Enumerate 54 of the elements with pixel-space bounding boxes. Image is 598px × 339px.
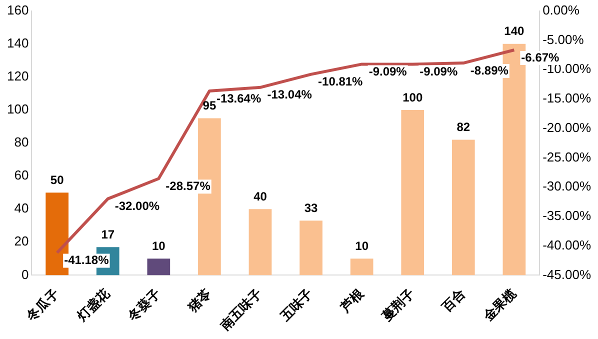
bar [401,110,424,276]
y-tick-label: 160 [6,2,29,18]
data-label: -41.18% [64,253,110,268]
bar [248,209,272,276]
y-tick-label: 60 [14,168,29,183]
data-label: -9.09% [420,64,458,79]
data-label: 95 [202,98,216,113]
data-label: -13.04% [267,88,312,102]
y2-tick-label: -25.00% [542,149,592,164]
data-label: 82 [456,120,470,134]
data-label: -6.67% [521,50,560,64]
x-tick-label: 金果榄 [480,284,520,324]
y2-tick-label: -30.00% [542,178,592,194]
y2-tick-label: -15.00% [542,90,592,106]
data-label: 140 [504,24,525,38]
bar [350,258,374,276]
y-tick-label: 20 [14,234,29,249]
data-label: 17 [101,227,115,242]
bar [300,220,322,276]
data-label: 100 [402,90,423,104]
data-label: -32.00% [114,199,160,214]
bar [452,140,475,276]
x-tick-label: 猪苓 [184,286,214,316]
y-tick-label: 80 [14,134,29,150]
y-tick-label: 40 [14,200,29,216]
y2-tick-label: -40.00% [542,237,592,252]
bar [147,258,170,276]
y-tick-label: 100 [6,102,29,117]
x-tick-label: 南五味子 [216,286,265,334]
x-tick-label: 百合 [438,286,468,316]
data-label: -9.09% [368,64,408,79]
data-label: 10 [355,238,369,253]
y2-tick-label: -20.00% [542,120,592,135]
y2-tick-label: -5.00% [542,32,584,47]
data-label: 10 [152,238,166,253]
x-tick-label: 灯盏花 [73,284,114,324]
y2-tick-label: -45.00% [542,266,592,282]
x-tick-label: 冬葵子 [124,286,164,324]
data-label: -8.89% [470,63,509,78]
data-label: 50 [50,172,64,187]
data-label: -28.57% [166,178,211,193]
x-tick-label: 蔓荆子 [378,286,418,324]
data-label: -10.81% [318,74,364,89]
data-label: 33 [304,200,318,215]
y-tick-label: 140 [6,35,29,50]
y-tick-label: 120 [6,68,29,84]
x-tick-label: 冬瓜子 [22,286,62,324]
data-label: -13.64% [216,91,262,106]
x-tick-label: 芦根 [336,284,368,316]
data-label: 40 [254,189,268,204]
y2-tick-label: -35.00% [542,208,592,224]
x-tick-label: 五味子 [276,286,316,324]
y2-tick-label: 0.00% [542,2,580,18]
y-tick-label: 0 [21,266,29,282]
